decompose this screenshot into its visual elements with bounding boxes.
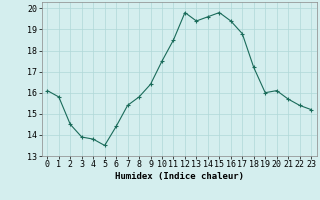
X-axis label: Humidex (Indice chaleur): Humidex (Indice chaleur)	[115, 172, 244, 181]
